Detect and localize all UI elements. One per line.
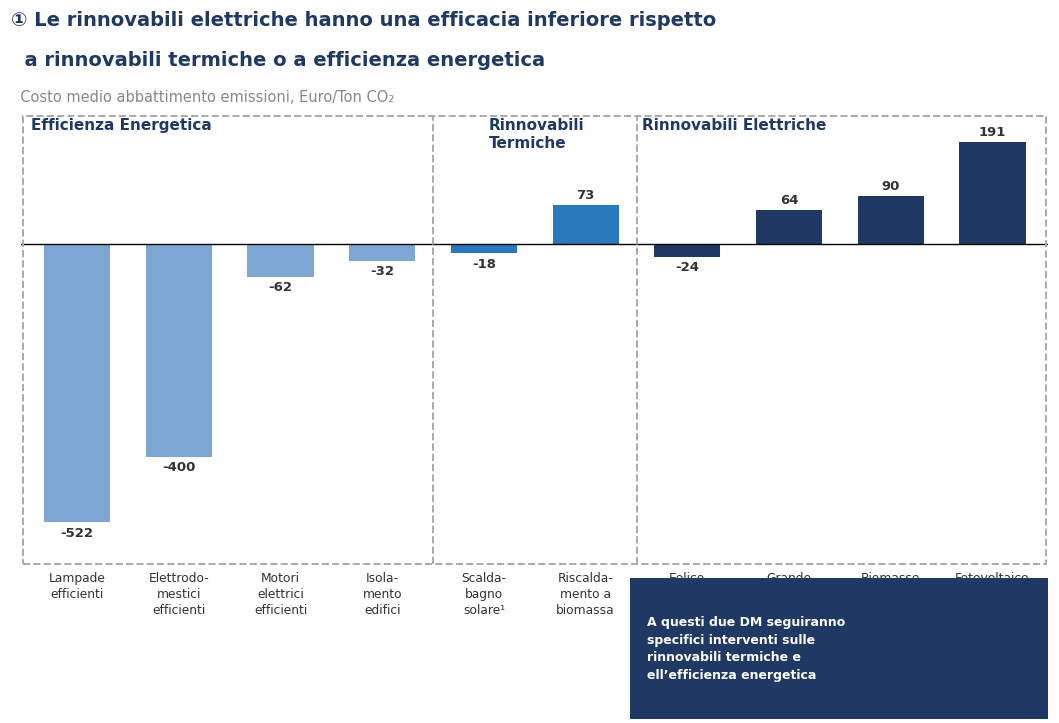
Text: 64: 64 xyxy=(779,194,798,207)
Text: Costo medio abbattimento emissioni, Euro/Ton CO₂: Costo medio abbattimento emissioni, Euro… xyxy=(11,90,394,106)
Text: 73: 73 xyxy=(576,189,595,202)
Bar xyxy=(858,196,923,244)
Text: -32: -32 xyxy=(371,265,394,278)
Bar xyxy=(349,244,415,261)
Text: Rinnovabili Elettriche: Rinnovabili Elettriche xyxy=(642,118,826,133)
Text: ① Le rinnovabili elettriche hanno una efficacia inferiore rispetto: ① Le rinnovabili elettriche hanno una ef… xyxy=(11,11,716,30)
Bar xyxy=(959,142,1025,244)
Bar xyxy=(654,244,720,257)
Bar xyxy=(248,244,313,277)
Text: a rinnovabili termiche o a efficienza energetica: a rinnovabili termiche o a efficienza en… xyxy=(11,51,544,69)
Text: -62: -62 xyxy=(269,281,292,294)
Text: 191: 191 xyxy=(979,126,1006,139)
Text: Efficienza Energetica: Efficienza Energetica xyxy=(32,118,212,133)
Bar xyxy=(553,205,618,244)
Text: A questi due DM seguiranno
specifici interventi sulle
rinnovabili termiche e
ell: A questi due DM seguiranno specifici int… xyxy=(647,616,845,682)
Bar xyxy=(146,244,212,457)
Text: -400: -400 xyxy=(162,461,196,474)
Text: -24: -24 xyxy=(676,261,699,274)
Bar xyxy=(756,210,822,244)
Text: -18: -18 xyxy=(472,257,496,270)
Text: 90: 90 xyxy=(881,180,900,193)
Text: Rinnovabili
Termiche: Rinnovabili Termiche xyxy=(489,118,585,151)
Bar xyxy=(44,244,110,522)
Bar xyxy=(451,244,517,253)
Text: -522: -522 xyxy=(60,526,93,539)
